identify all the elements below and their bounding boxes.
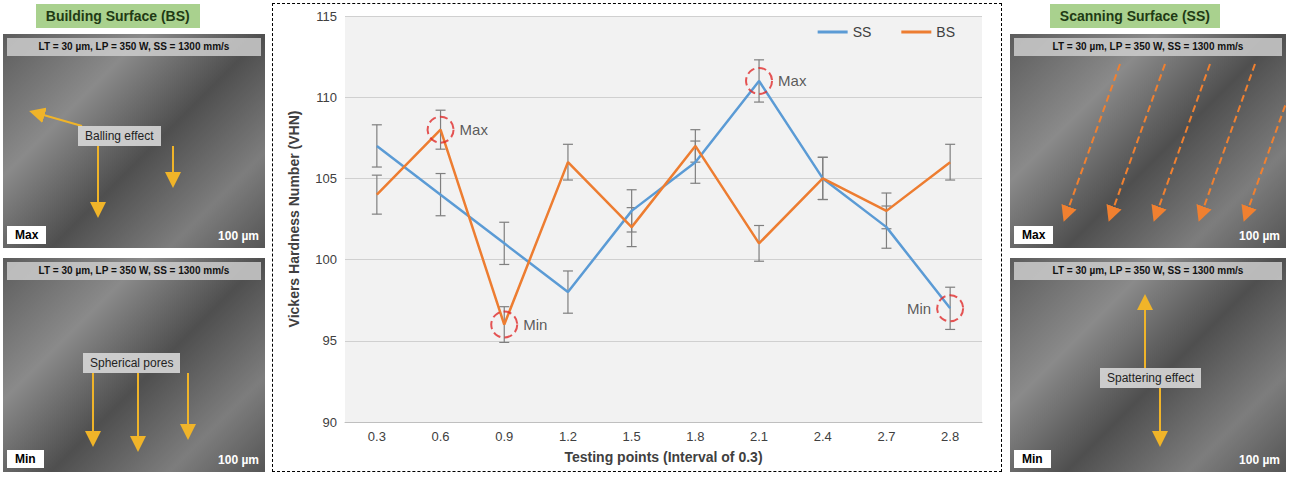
- svg-text:1.2: 1.2: [559, 429, 577, 444]
- svg-text:2.7: 2.7: [877, 429, 895, 444]
- svg-text:1.5: 1.5: [623, 429, 641, 444]
- svg-text:90: 90: [323, 415, 337, 430]
- svg-text:95: 95: [323, 333, 337, 348]
- svg-text:2.1: 2.1: [750, 429, 768, 444]
- html-text:Building Surface (BS): Building Surface (BS): [45, 8, 190, 24]
- html-text:LT = 30 µm, LP = 350 W, SS = 1: LT = 30 µm, LP = 350 W, SS = 1300 mm/s: [38, 265, 230, 276]
- svg-text:1.8: 1.8: [686, 429, 704, 444]
- svg-text:Min: Min: [907, 300, 931, 317]
- svg-text:Max: Max: [778, 72, 807, 89]
- svg-text:SS: SS: [853, 24, 872, 40]
- svg-text:0.6: 0.6: [432, 429, 450, 444]
- html-text:100 µm: 100 µm: [1239, 229, 1280, 243]
- svg-text:Vickers Hardness Number (VHN): Vickers Hardness Number (VHN): [286, 111, 302, 328]
- html-text:Scanning Surface (SS): Scanning Surface (SS): [1059, 8, 1210, 24]
- svg-text:0.9: 0.9: [495, 429, 513, 444]
- html-text:Spattering effect: Spattering effect: [1107, 371, 1195, 385]
- html-text:Spherical pores: Spherical pores: [90, 356, 174, 370]
- html-text:100 µm: 100 µm: [218, 453, 259, 467]
- svg-text:0.3: 0.3: [368, 429, 386, 444]
- svg-text:Min: Min: [523, 316, 547, 333]
- html-text:100 µm: 100 µm: [1239, 453, 1280, 467]
- svg-text:110: 110: [316, 90, 337, 105]
- svg-text:Max: Max: [460, 121, 489, 138]
- html-text:Max: Max: [1022, 228, 1046, 242]
- html-text:Min: Min: [1022, 452, 1043, 466]
- html-text:Max: Max: [15, 228, 39, 242]
- svg-text:2.4: 2.4: [814, 429, 832, 444]
- html-text:LT = 30 µm, LP = 350 W, SS = 1: LT = 30 µm, LP = 350 W, SS = 1300 mm/s: [1052, 41, 1244, 52]
- html-text:LT = 30 µm, LP = 350 W, SS = 1: LT = 30 µm, LP = 350 W, SS = 1300 mm/s: [1052, 265, 1244, 276]
- svg-text:100: 100: [315, 252, 337, 267]
- svg-text:2.8: 2.8: [941, 429, 959, 444]
- html-text:100 µm: 100 µm: [218, 229, 259, 243]
- html-text:LT = 30 µm, LP = 350 W, SS = 1: LT = 30 µm, LP = 350 W, SS = 1300 mm/s: [38, 41, 230, 52]
- svg-text:105: 105: [315, 171, 337, 186]
- svg-text:115: 115: [316, 9, 337, 24]
- svg-text:Testing points (Interval of 0.: Testing points (Interval of 0.3): [564, 449, 762, 465]
- html-text:Balling effect: Balling effect: [85, 129, 154, 143]
- html-text:Min: Min: [15, 452, 36, 466]
- svg-text:BS: BS: [936, 24, 955, 40]
